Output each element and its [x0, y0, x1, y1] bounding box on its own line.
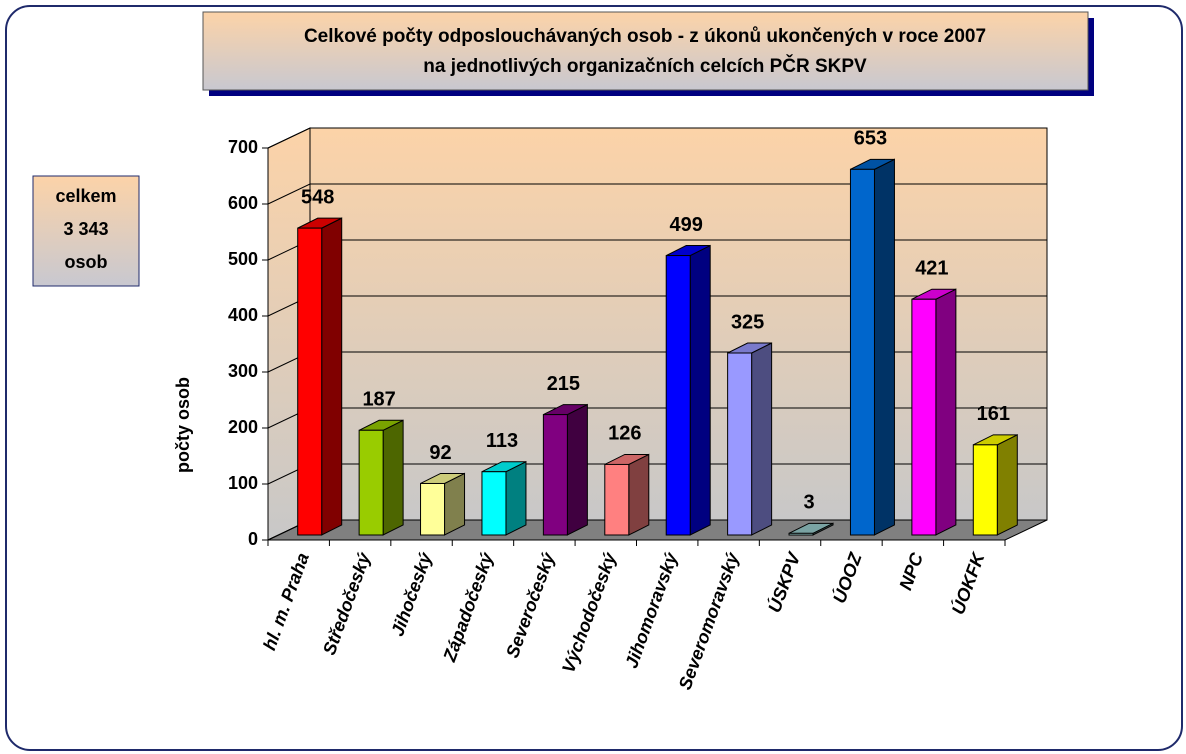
value-label: 92 — [429, 442, 451, 464]
bar-side — [996, 434, 1018, 536]
bar — [972, 444, 998, 536]
bar — [727, 352, 753, 536]
y-tick-label: 300 — [228, 361, 258, 381]
y-tick-label: 500 — [228, 249, 258, 269]
value-label: 161 — [977, 403, 1010, 425]
bar — [481, 471, 507, 536]
value-label: 421 — [915, 258, 948, 280]
value-label: 187 — [362, 389, 395, 411]
bar-side — [935, 288, 957, 536]
grid-line — [267, 183, 1047, 205]
bar-side — [321, 217, 343, 536]
chart-title: Celkové počty odposlouchávaných osob - z… — [304, 26, 986, 47]
bar-side — [505, 460, 527, 536]
total-box — [32, 175, 140, 287]
value-label: 215 — [547, 373, 580, 395]
y-axis-label: počty osob — [173, 377, 193, 473]
bar — [542, 414, 568, 536]
bar-side — [566, 403, 588, 536]
bar — [420, 482, 446, 536]
y-tick-label: 100 — [228, 473, 258, 493]
bar — [788, 532, 814, 536]
bar-side — [382, 419, 404, 536]
bar-side — [751, 342, 773, 536]
value-label: 548 — [301, 186, 334, 208]
bar-side — [873, 158, 895, 536]
bar — [849, 168, 875, 536]
value-label: 499 — [670, 214, 703, 236]
y-tick-label: 400 — [228, 305, 258, 325]
value-label: 113 — [486, 430, 518, 452]
bar — [358, 429, 384, 536]
y-tick-label: 200 — [228, 417, 258, 437]
grid-line — [267, 127, 1047, 149]
total-text: celkem — [55, 186, 116, 206]
bar-side — [444, 472, 466, 536]
title-box — [202, 11, 1089, 91]
chart-title: na jednotlivých organizačních celcích PČ… — [423, 55, 867, 77]
bar — [665, 255, 691, 536]
y-tick-label: 600 — [228, 193, 258, 213]
y-tick-label: 0 — [248, 529, 258, 549]
value-label: 653 — [854, 128, 887, 150]
bar-side — [689, 244, 711, 536]
bar-side — [628, 453, 650, 536]
value-label: 325 — [731, 311, 764, 333]
value-label: 126 — [608, 423, 641, 445]
bar — [297, 227, 323, 536]
y-tick-label: 700 — [228, 137, 258, 157]
bar — [604, 463, 630, 536]
bar — [911, 298, 937, 536]
value-label: 3 — [803, 492, 814, 514]
total-text: osob — [65, 252, 108, 272]
total-text: 3 343 — [63, 219, 108, 239]
